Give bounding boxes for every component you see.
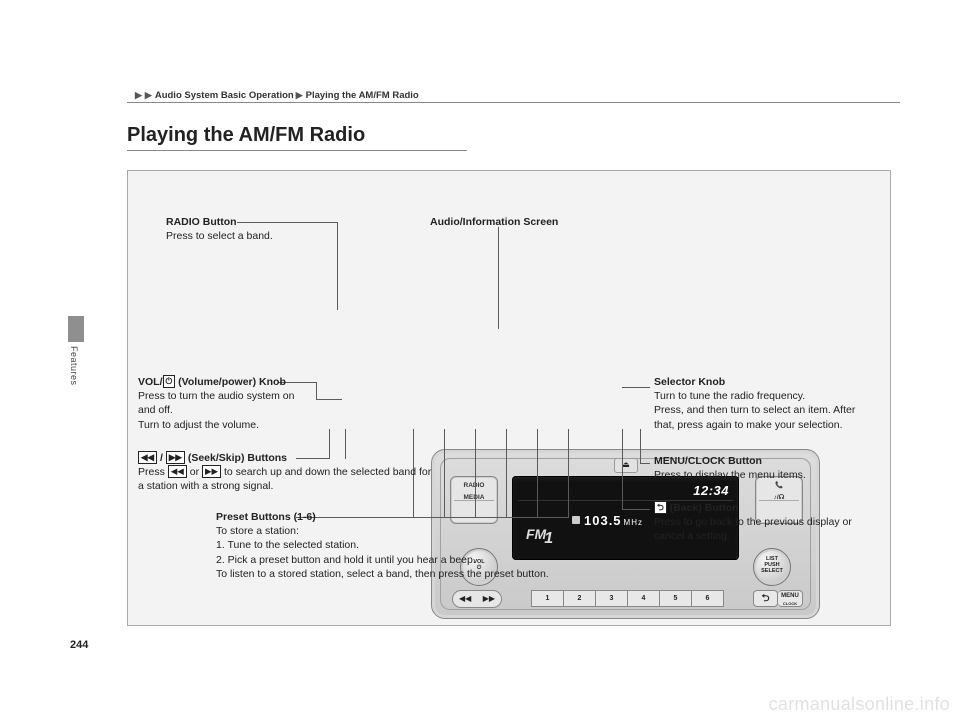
callout-body: 2. Pick a preset button and hold it unti… bbox=[216, 554, 476, 566]
back-menu-group: ⮌ MENUCLOCK bbox=[753, 590, 803, 607]
callout-body: Press to display the menu items. bbox=[654, 469, 806, 481]
preset-button: 4 bbox=[628, 590, 660, 607]
back-icon: ⮌ bbox=[654, 501, 667, 514]
preset-button: 5 bbox=[660, 590, 692, 607]
eject-button: ⏏ bbox=[614, 458, 638, 473]
callout-body: Press ◀◀ or ▶▶ to search up and down the… bbox=[138, 466, 431, 492]
callout-preset-buttons: Preset Buttons (1-6) To store a station:… bbox=[216, 510, 636, 581]
leader-line bbox=[506, 429, 507, 517]
callout-title: RADIO Button bbox=[166, 216, 237, 228]
callout-radio-button: RADIO Button Press to select a band. bbox=[166, 215, 346, 243]
watermark: carmanualsonline.info bbox=[769, 692, 950, 716]
menu-clock-button: MENUCLOCK bbox=[778, 590, 803, 607]
radio-button-label: RADIO bbox=[451, 477, 497, 490]
callout-title: VOL/⏻ (Volume/power) Knob bbox=[138, 376, 286, 388]
leader-line bbox=[568, 429, 569, 517]
leader-line bbox=[622, 387, 650, 388]
callout-body: Press to select a band. bbox=[166, 230, 273, 242]
callout-body: Press to go back to the previous display… bbox=[654, 516, 852, 542]
page: ▶▶Audio System Basic Operation▶Playing t… bbox=[0, 0, 960, 722]
leader-line bbox=[640, 463, 650, 464]
page-number: 244 bbox=[70, 638, 88, 653]
preset-button: 3 bbox=[596, 590, 628, 607]
callout-body: To listen to a stored station, select a … bbox=[216, 568, 549, 580]
callout-body: Turn to tune the radio frequency. bbox=[654, 390, 805, 402]
preset-button-row: 1 2 3 4 5 6 bbox=[531, 590, 724, 607]
leader-line bbox=[537, 429, 538, 517]
callout-title: ◀◀ / ▶▶ (Seek/Skip) Buttons bbox=[138, 452, 287, 464]
divider bbox=[127, 102, 900, 103]
callout-back-button: ⮌ (Back) Button Press to go back to the … bbox=[654, 501, 874, 544]
seek-fwd-icon: ▶▶ bbox=[166, 451, 185, 464]
back-button: ⮌ bbox=[753, 590, 778, 607]
callout-body: To store a station: bbox=[216, 525, 299, 537]
callout-screen: Audio/Information Screen bbox=[430, 215, 558, 229]
seek-back-icon: ◀◀ bbox=[168, 465, 187, 478]
callout-body: Press to turn the audio system on and of… bbox=[138, 390, 294, 416]
source-icon: ♪/☊ bbox=[756, 490, 802, 502]
selector-knob: LIST PUSH SELECT bbox=[753, 548, 791, 586]
seek-skip-rocker: ◀◀ ▶▶ bbox=[452, 590, 502, 608]
callout-vol-knob: VOL/⏻ (Volume/power) Knob Press to turn … bbox=[138, 375, 306, 432]
chevron-right-icon: ▶ bbox=[135, 89, 142, 101]
media-button-label: MEDIA bbox=[451, 490, 497, 502]
callout-title: Selector Knob bbox=[654, 376, 725, 388]
breadcrumb: ▶▶Audio System Basic Operation▶Playing t… bbox=[135, 89, 419, 103]
callout-body: Turn to adjust the volume. bbox=[138, 419, 259, 431]
callout-body: 1. Tune to the selected station. bbox=[216, 539, 359, 551]
clock-display: 12:34 bbox=[693, 482, 729, 500]
leader-line bbox=[316, 399, 342, 400]
callout-title: ⮌ (Back) Button bbox=[654, 502, 739, 514]
leader-line bbox=[316, 382, 317, 399]
seek-back-icon: ◀◀ bbox=[138, 451, 157, 464]
preset-button: 2 bbox=[564, 590, 596, 607]
chevron-right-icon: ▶ bbox=[296, 89, 303, 101]
figure: ⏏ RADIO MEDIA 📞 ♪/☊ 12:34 FM1 103.5MHz bbox=[127, 170, 891, 626]
callout-menu-clock-button: MENU/CLOCK Button Press to display the m… bbox=[654, 454, 874, 482]
section-tab bbox=[68, 316, 84, 342]
chevron-right-icon: ▶ bbox=[145, 89, 152, 101]
seek-fwd-icon: ▶▶ bbox=[202, 465, 221, 478]
breadcrumb-seg-2: Playing the AM/FM Radio bbox=[306, 90, 419, 101]
leader-line bbox=[444, 429, 445, 517]
callout-body: Press, and then turn to select an item. … bbox=[654, 404, 855, 430]
callout-title: Audio/Information Screen bbox=[430, 216, 558, 228]
preset-button: 6 bbox=[692, 590, 724, 607]
leader-line bbox=[640, 429, 641, 464]
leader-line bbox=[475, 429, 476, 517]
callout-selector-knob: Selector Knob Turn to tune the radio fre… bbox=[654, 375, 874, 432]
leader-line bbox=[498, 227, 499, 329]
callout-seek-buttons: ◀◀ / ▶▶ (Seek/Skip) Buttons Press ◀◀ or … bbox=[138, 451, 438, 494]
section-label: Features bbox=[68, 346, 80, 386]
page-title: Playing the AM/FM Radio bbox=[127, 122, 365, 149]
seek-fwd-icon: ▶▶ bbox=[483, 594, 495, 605]
selector-knob-label: LIST PUSH SELECT bbox=[754, 549, 790, 574]
callout-title: MENU/CLOCK Button bbox=[654, 455, 762, 467]
divider bbox=[127, 150, 467, 151]
callout-title: Preset Buttons (1-6) bbox=[216, 511, 316, 523]
leader-line bbox=[622, 429, 623, 510]
preset-button: 1 bbox=[531, 590, 564, 607]
breadcrumb-seg-1: Audio System Basic Operation bbox=[155, 90, 294, 101]
power-icon: ⏻ bbox=[163, 375, 176, 388]
seek-back-icon: ◀◀ bbox=[459, 594, 471, 605]
